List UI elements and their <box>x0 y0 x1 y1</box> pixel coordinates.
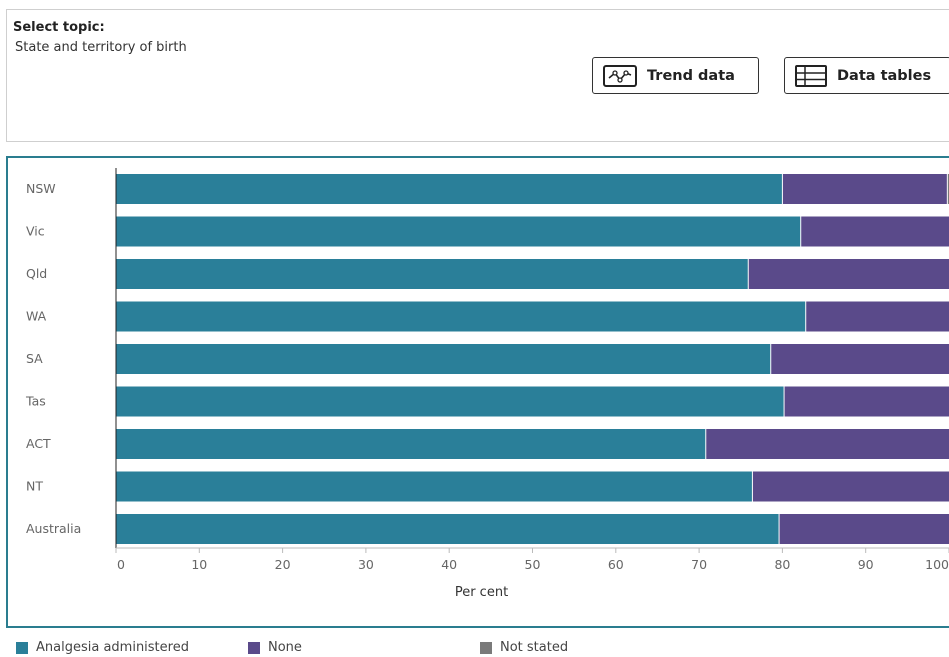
topic-panel: Select topic: State and territory of bir… <box>6 9 949 142</box>
legend-item-analgesia[interactable]: Analgesia administered <box>16 640 189 655</box>
bar-vic-series-0[interactable] <box>116 216 801 247</box>
bar-sa-series-0[interactable] <box>116 344 771 374</box>
x-tick-label-80: 80 <box>774 557 790 572</box>
bar-wa-series-1[interactable] <box>805 301 949 332</box>
bar-nsw-series-1[interactable] <box>782 174 948 204</box>
x-tick-label-50: 50 <box>525 557 541 572</box>
x-axis-title: Per cent <box>455 585 508 600</box>
stacked-bar-chart: NSW Vic Qld WA SA Tas ACT NT Australia 0 10 20 30 40 5… <box>25 168 949 600</box>
category-label-vic: Vic <box>26 224 45 239</box>
x-tick-label-10: 10 <box>191 557 207 572</box>
x-tick-label-60: 60 <box>608 557 624 572</box>
category-label-nsw: NSW <box>26 181 56 196</box>
chart-legend: Analgesia administered None Not stated <box>0 640 949 657</box>
category-label-tas: Tas <box>25 394 46 409</box>
bar-nsw-series-0[interactable] <box>116 174 783 204</box>
x-tick-label-100: 100 <box>925 557 949 572</box>
bar-sa-series-1[interactable] <box>770 344 949 374</box>
table-icon <box>795 64 827 87</box>
data-tables-button[interactable]: Data tables <box>784 57 949 94</box>
x-tick-label-90: 90 <box>858 557 874 572</box>
chart-panel: NSW Vic Qld WA SA Tas ACT NT Australia 0 10 20 30 40 5… <box>6 156 949 628</box>
category-label-nt: NT <box>26 479 43 494</box>
data-tables-label: Data tables <box>837 67 932 84</box>
category-label-qld: Qld <box>26 266 47 281</box>
bar-tas-series-1[interactable] <box>784 386 949 417</box>
bar-act-series-0[interactable] <box>116 429 706 459</box>
legend-swatch-not-stated <box>480 641 492 654</box>
category-label-australia: Australia <box>26 521 81 536</box>
legend-label-analgesia: Analgesia administered <box>36 640 189 655</box>
legend-swatch-none <box>248 641 260 654</box>
trend-data-button[interactable]: Trend data <box>592 57 759 94</box>
bar-nsw-series-2[interactable] <box>947 174 949 204</box>
category-label-wa: WA <box>26 309 47 324</box>
x-tick-label-30: 30 <box>358 557 374 572</box>
topic-selector[interactable]: State and territory of birth <box>15 40 187 55</box>
bar-australia-series-0[interactable] <box>116 514 780 544</box>
bar-nt-series-0[interactable] <box>116 471 753 502</box>
x-tick-label-40: 40 <box>441 557 457 572</box>
bar-qld-series-1[interactable] <box>748 259 949 289</box>
category-label-sa: SA <box>26 351 43 366</box>
bar-australia-series-1[interactable] <box>779 514 949 544</box>
bar-tas-series-0[interactable] <box>116 386 785 417</box>
x-tick-label-20: 20 <box>275 557 291 572</box>
x-tick-label-0: 0 <box>117 557 125 572</box>
trend-line-icon <box>603 64 637 87</box>
bar-qld-series-0[interactable] <box>116 259 749 289</box>
trend-data-label: Trend data <box>647 67 735 84</box>
legend-label-none: None <box>268 640 302 655</box>
x-tick-label-70: 70 <box>691 557 707 572</box>
bar-wa-series-0[interactable] <box>116 301 806 332</box>
bar-vic-series-1[interactable] <box>800 216 949 247</box>
legend-label-not-stated: Not stated <box>500 640 569 655</box>
category-label-act: ACT <box>26 436 51 451</box>
bar-nt-series-1[interactable] <box>752 471 949 502</box>
legend-swatch-analgesia <box>16 641 28 654</box>
legend-item-none[interactable]: None <box>248 640 302 655</box>
topic-label: Select topic: <box>13 20 105 35</box>
legend-item-not-stated[interactable]: Not stated <box>480 640 568 655</box>
bar-act-series-1[interactable] <box>705 429 949 459</box>
